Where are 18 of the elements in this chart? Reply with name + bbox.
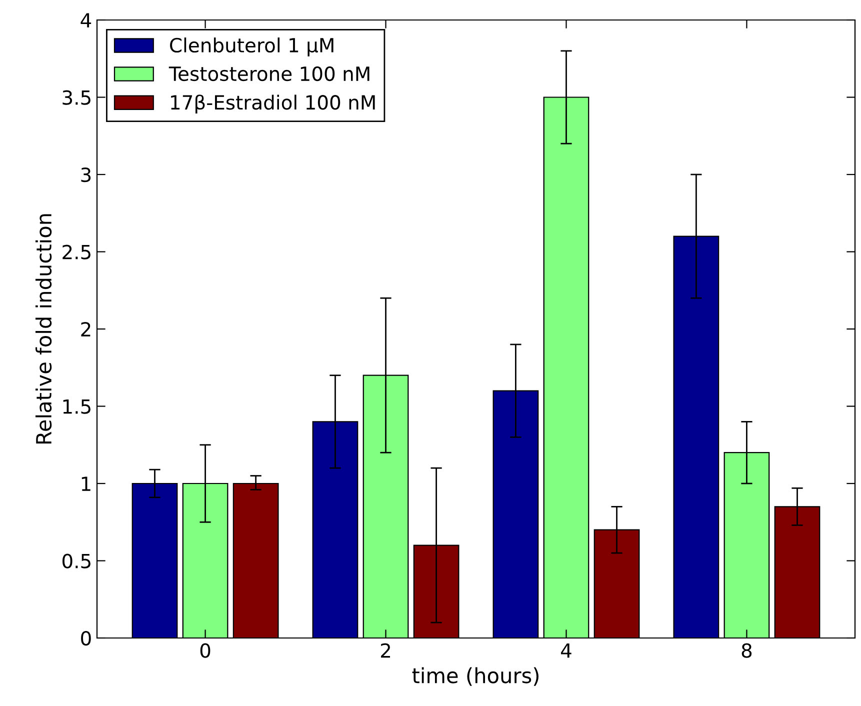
y-tick-label: 4 xyxy=(80,13,92,28)
x-tick-label: 0 xyxy=(200,643,210,658)
y-tick-label: 3.5 xyxy=(62,90,90,105)
y-tick-label: 1 xyxy=(82,476,90,491)
y-tick-label: 2 xyxy=(81,322,90,336)
x-tick-label: 4 xyxy=(561,643,572,658)
legend-label: Testosterone 100 nM xyxy=(168,66,370,82)
y-tick-label: 0 xyxy=(81,630,91,646)
y-axis-title: Relative fold induction xyxy=(36,214,52,444)
y-tick-label: 0.5 xyxy=(62,554,90,568)
x-tick-label: 8 xyxy=(742,643,752,658)
x-axis-title: time (hours) xyxy=(412,667,538,686)
x-tick-label: 2 xyxy=(381,643,390,658)
legend-label: 17β-Estradiol 100 nM xyxy=(171,94,375,114)
y-tick-label: 2.5 xyxy=(62,244,90,260)
y-tick-label: 1.5 xyxy=(63,399,90,414)
y-tick-label: 3 xyxy=(81,167,91,182)
legend-label: Clenbuterol 1 μM xyxy=(170,38,334,56)
